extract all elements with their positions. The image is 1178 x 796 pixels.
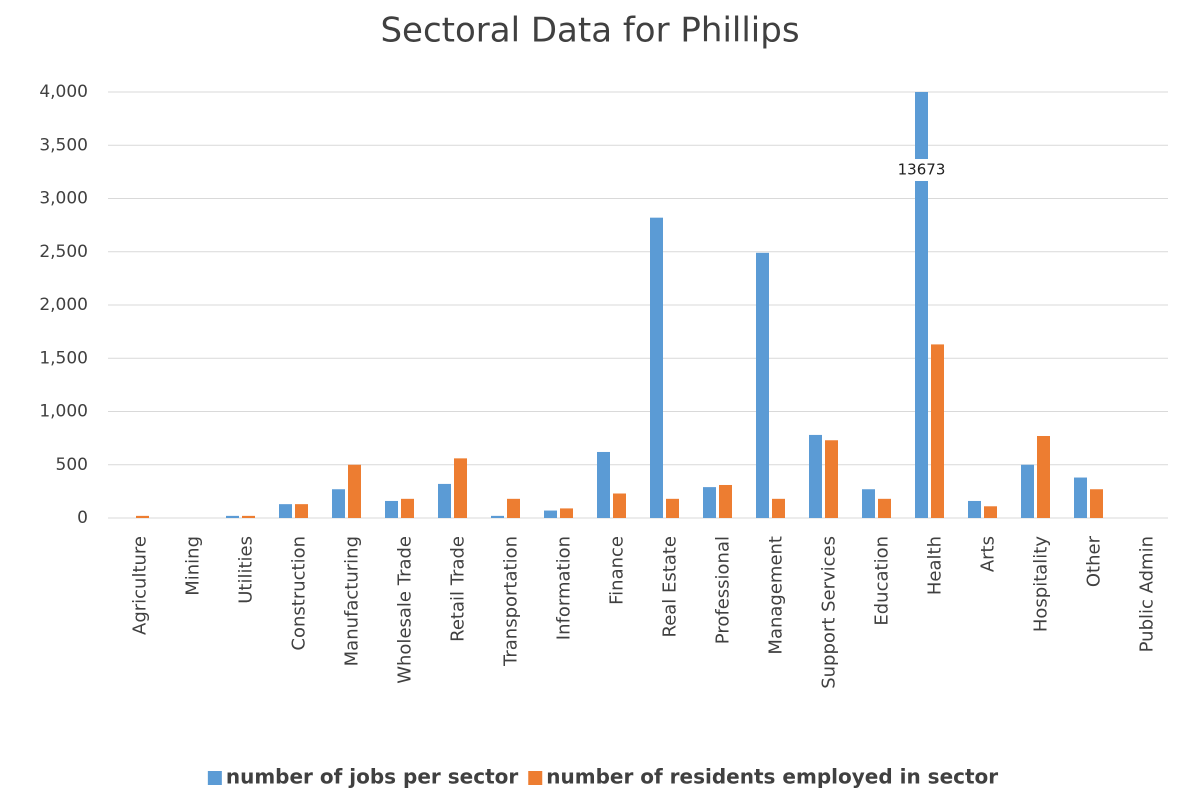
bar <box>931 344 944 518</box>
y-tick-label: 0 <box>77 508 88 528</box>
legend-swatch <box>528 771 543 785</box>
data-label: 13673 <box>898 161 946 179</box>
y-tick-label: 2,500 <box>39 242 88 262</box>
bar <box>862 489 875 518</box>
x-tick-label: Information <box>554 536 575 640</box>
y-tick-label: 3,500 <box>39 135 88 155</box>
bar <box>295 504 308 518</box>
x-tick-label: Professional <box>713 536 734 644</box>
bar <box>772 498 785 518</box>
legend-swatch <box>207 771 222 785</box>
x-tick-label: Real Estate <box>660 536 681 638</box>
x-tick-label: Arts <box>978 536 999 572</box>
x-tick-label: Finance <box>607 536 628 605</box>
bar <box>1021 464 1034 518</box>
legend-label: number of jobs per sector <box>226 765 519 789</box>
bar <box>1074 477 1087 518</box>
bar <box>560 508 573 518</box>
bar <box>454 458 467 518</box>
data-label-bg <box>891 159 952 181</box>
bar <box>809 434 822 518</box>
bar <box>1037 435 1050 518</box>
bar <box>226 515 239 518</box>
bar <box>544 510 557 518</box>
x-tick-label: Management <box>766 536 787 655</box>
x-tick-label: Construction <box>289 536 310 651</box>
bar <box>332 489 345 518</box>
bar <box>984 506 997 518</box>
bar <box>968 500 981 518</box>
bar <box>703 487 716 518</box>
y-tick-label: 1,500 <box>39 348 88 368</box>
legend-label: number of residents employed in sector <box>546 765 998 789</box>
bar <box>385 500 398 518</box>
x-tick-label: Public Admin <box>1137 536 1158 652</box>
bar <box>650 217 663 518</box>
bars <box>136 92 1103 518</box>
x-tick-label: Agriculture <box>130 536 151 635</box>
bar <box>136 515 149 518</box>
bar <box>597 451 610 518</box>
y-tick-label: 1,000 <box>39 402 88 422</box>
bar <box>491 515 504 518</box>
x-tick-label: Hospitality <box>1031 536 1052 633</box>
chart-title: Sectoral Data for Phillips <box>380 11 799 51</box>
x-tick-label: Retail Trade <box>448 536 469 642</box>
bar <box>666 498 679 518</box>
bar <box>613 493 626 518</box>
bar <box>401 498 414 518</box>
x-tick-label: Mining <box>183 536 204 596</box>
x-tick-label: Health <box>925 536 946 595</box>
bar <box>507 498 520 518</box>
x-tick-label: Manufacturing <box>342 536 363 666</box>
y-tick-label: 2,000 <box>39 295 88 315</box>
x-tick-label: Education <box>872 536 893 626</box>
x-tick-label: Transportation <box>501 536 522 667</box>
x-tick-label: Support Services <box>819 536 840 689</box>
y-tick-label: 4,000 <box>39 82 88 102</box>
bar <box>756 252 769 518</box>
bar <box>825 440 838 518</box>
bar <box>1090 489 1103 518</box>
bar <box>242 515 255 518</box>
bar <box>878 498 891 518</box>
y-tick-label: 3,000 <box>39 189 88 209</box>
bar <box>915 92 928 518</box>
bar <box>279 504 292 518</box>
x-tick-label: Wholesale Trade <box>395 536 416 684</box>
bar <box>719 484 732 518</box>
x-tick-label: Utilities <box>236 536 257 604</box>
bar <box>438 483 451 518</box>
y-tick-label: 500 <box>56 455 88 475</box>
bar <box>348 464 361 518</box>
x-tick-label: Other <box>1084 535 1105 587</box>
